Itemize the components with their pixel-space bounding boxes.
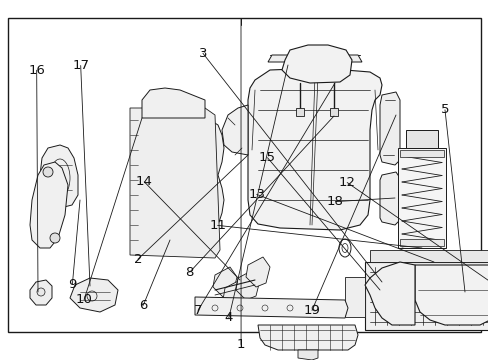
Text: 16: 16: [28, 64, 45, 77]
Polygon shape: [138, 115, 209, 250]
Text: 15: 15: [259, 151, 275, 164]
Text: 5: 5: [440, 103, 448, 116]
Polygon shape: [379, 172, 399, 225]
Polygon shape: [364, 262, 488, 330]
Circle shape: [197, 127, 203, 133]
Polygon shape: [213, 267, 237, 297]
Circle shape: [37, 288, 45, 296]
Polygon shape: [297, 350, 317, 360]
Text: 17: 17: [72, 59, 89, 72]
Bar: [399, 239, 443, 246]
Polygon shape: [369, 250, 488, 262]
Polygon shape: [267, 55, 361, 62]
Polygon shape: [40, 145, 78, 208]
Text: 10: 10: [76, 293, 92, 306]
Bar: [295, 108, 304, 116]
Circle shape: [43, 167, 53, 177]
Polygon shape: [379, 92, 399, 165]
Bar: [397, 148, 445, 248]
Polygon shape: [236, 270, 260, 300]
Polygon shape: [209, 120, 224, 235]
Bar: [8, 18, 480, 332]
Polygon shape: [30, 280, 52, 305]
Text: 19: 19: [303, 304, 320, 317]
Circle shape: [197, 234, 203, 240]
Polygon shape: [142, 88, 204, 118]
Text: 6: 6: [139, 299, 147, 312]
Polygon shape: [345, 277, 364, 317]
Text: 13: 13: [248, 188, 264, 201]
Text: 2: 2: [133, 253, 142, 266]
Polygon shape: [414, 265, 488, 325]
Bar: [329, 108, 337, 116]
Text: 7: 7: [193, 304, 202, 317]
Circle shape: [50, 233, 60, 243]
Text: 9: 9: [68, 278, 77, 291]
Polygon shape: [258, 325, 357, 350]
Bar: [399, 150, 443, 157]
Polygon shape: [70, 278, 118, 312]
Text: 8: 8: [185, 266, 194, 279]
Polygon shape: [245, 257, 269, 287]
Polygon shape: [130, 108, 220, 258]
Polygon shape: [282, 45, 351, 83]
Bar: [405, 130, 437, 148]
Text: 18: 18: [326, 195, 343, 208]
Text: 11: 11: [209, 219, 225, 232]
Text: 3: 3: [198, 47, 207, 60]
Polygon shape: [30, 162, 68, 248]
Text: 14: 14: [136, 175, 152, 188]
Text: 4: 4: [224, 311, 233, 324]
Polygon shape: [223, 280, 246, 310]
Text: 12: 12: [338, 176, 355, 189]
Polygon shape: [195, 297, 347, 318]
Polygon shape: [364, 262, 414, 325]
Text: 1: 1: [236, 338, 245, 351]
Circle shape: [145, 234, 151, 240]
Polygon shape: [247, 68, 381, 230]
Polygon shape: [222, 105, 247, 155]
Circle shape: [145, 127, 151, 133]
